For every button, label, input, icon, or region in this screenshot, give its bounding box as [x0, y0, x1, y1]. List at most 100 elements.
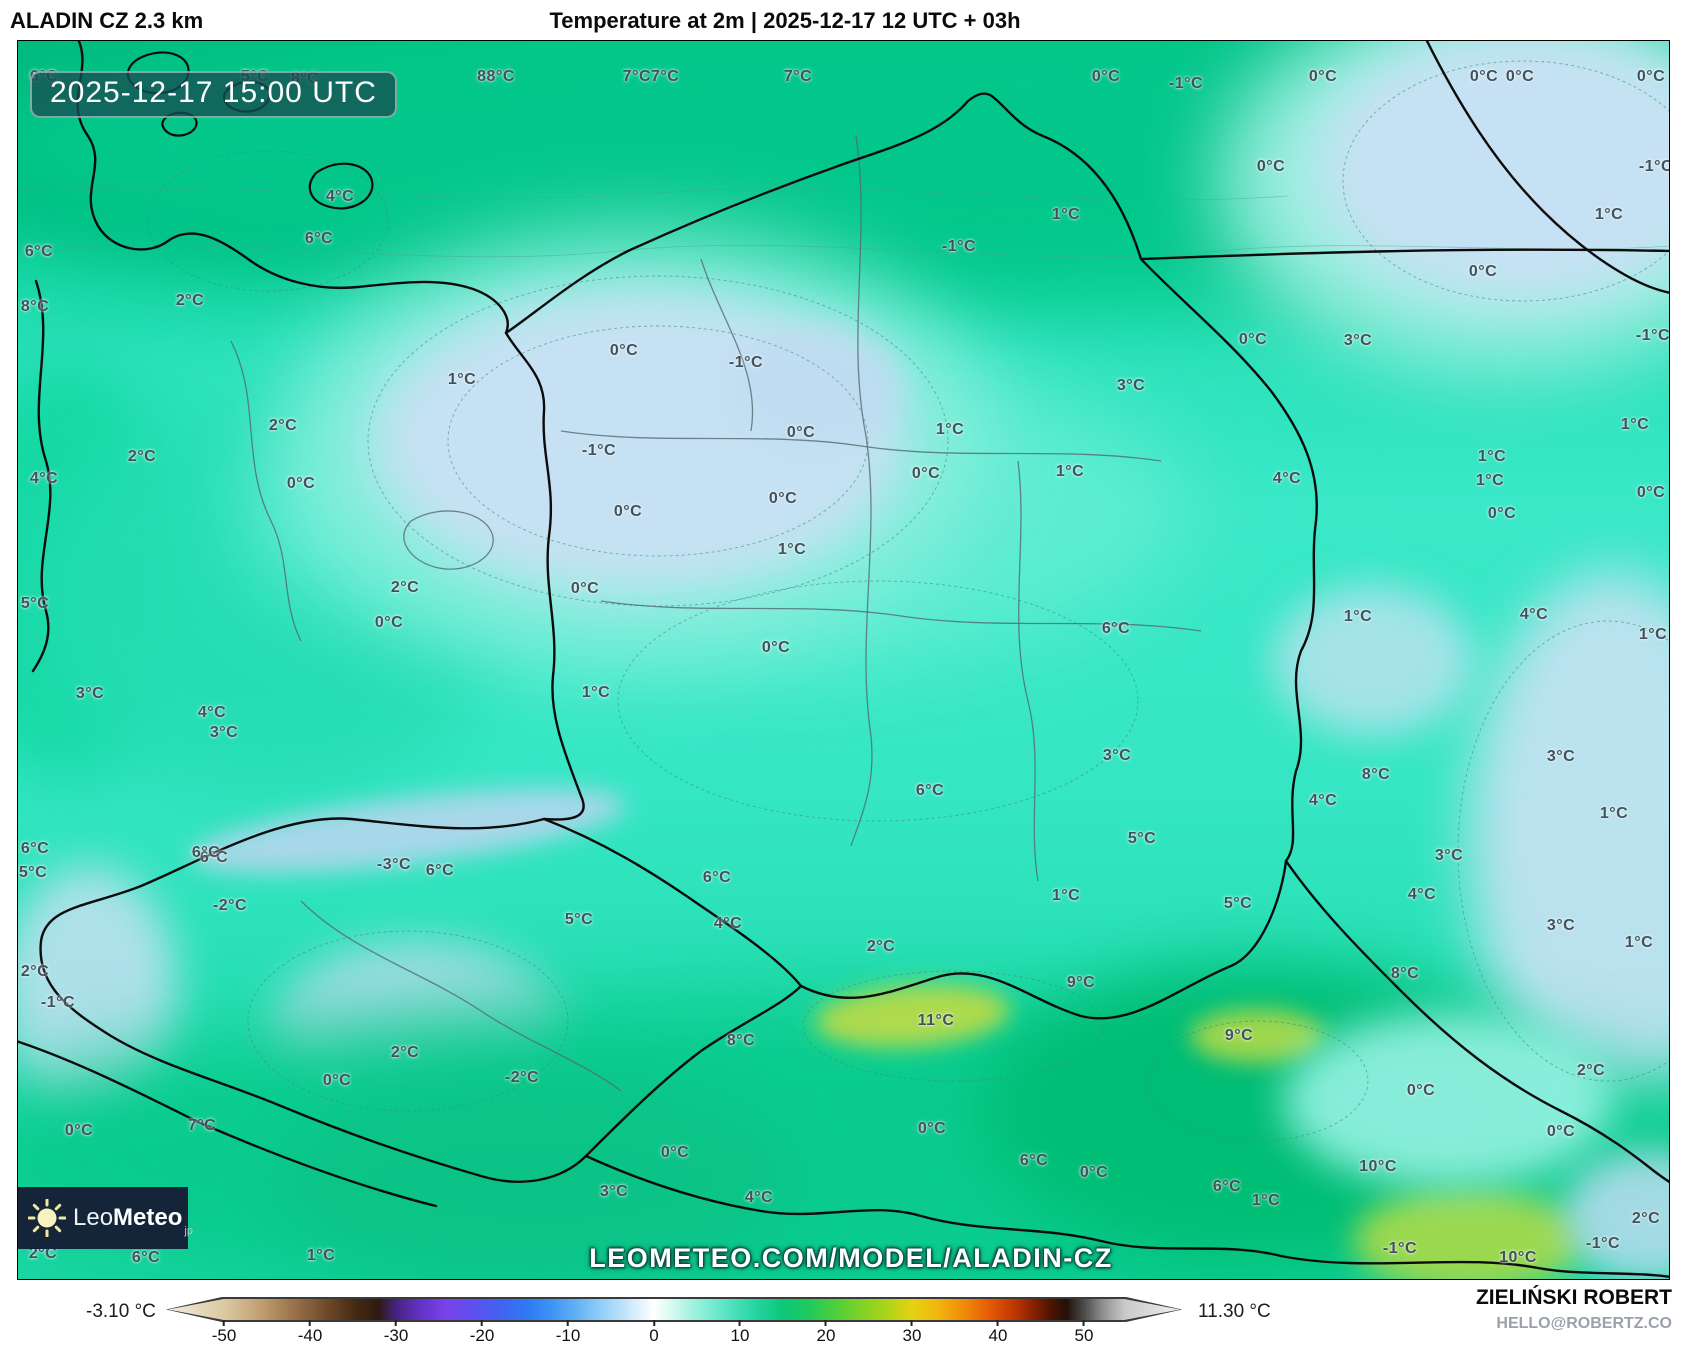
temp-label: 0°C [1238, 331, 1268, 348]
temp-label: 0°C [609, 342, 639, 359]
temp-label: 4°C [1407, 886, 1437, 903]
temp-label: 6°C [131, 1249, 161, 1266]
temp-label: -1°C [1638, 158, 1670, 175]
temp-label: 0°C [917, 1120, 947, 1137]
temp-label: 2°C [866, 938, 896, 955]
temp-label: 1°C [581, 684, 611, 701]
temp-label: 3°C [1343, 332, 1373, 349]
temp-field-blob [1283, 1013, 1613, 1188]
temp-label: 4°C [29, 470, 59, 487]
temp-label: 5°C [18, 864, 48, 881]
temp-field-blob [1318, 41, 1669, 301]
temp-label: 10°C [1359, 1158, 1397, 1175]
sun-icon [28, 1199, 66, 1237]
model-name: ALADIN CZ 2.3 km [10, 8, 204, 33]
temp-label: 6°C [915, 782, 945, 799]
country-borders [18, 41, 1669, 1278]
temp-label: 0°C [911, 465, 941, 482]
temp-label: 0°C [1505, 68, 1535, 85]
temp-label: 1°C [1477, 448, 1507, 465]
temp-label: 1°C [306, 1247, 336, 1264]
temp-label: 1°C [777, 541, 807, 558]
temp-label: 0°C [1636, 68, 1666, 85]
temp-label: 4°C [325, 188, 355, 205]
temp-label: 5°C [564, 911, 594, 928]
temp-label: 1°C [1051, 206, 1081, 223]
colorbar-tick: 10 [731, 1320, 749, 1346]
temp-label: -1°C [581, 442, 617, 459]
temp-label: 8°C [1390, 965, 1420, 982]
temp-label: 2°C [390, 579, 420, 596]
temp-label: 3°C [599, 1183, 629, 1200]
colorbar [168, 1299, 1180, 1320]
logo-suffix: jp [184, 1225, 193, 1237]
temp-label: 0°C [1406, 1082, 1436, 1099]
temp-label: 7°C7°C [622, 68, 680, 85]
page-title: Temperature at 2m | 2025-12-17 12 UTC + … [549, 8, 1021, 33]
colorbar-max-label: 11.30 °C [1198, 1301, 1271, 1322]
temp-label: 1°C [1624, 934, 1654, 951]
temp-label: 88°C [477, 68, 515, 85]
colorbar-tick: -40 [298, 1320, 322, 1346]
temp-label: 3°C [1102, 747, 1132, 764]
temp-label: -1°C [1585, 1235, 1621, 1252]
temp-label: 2°C [20, 963, 50, 980]
temp-label: 2°C [268, 417, 298, 434]
colorbar-tick: 0 [649, 1320, 659, 1346]
temp-label: 6°C [191, 844, 221, 861]
temp-label: 6°C [702, 869, 732, 886]
temp-label: 0°C [64, 1122, 94, 1139]
temp-label: 2°C [390, 1044, 420, 1061]
temp-label: 0°C [1636, 484, 1666, 501]
logo-brand-light: Leo [73, 1204, 114, 1231]
temp-label: 6°C [199, 849, 229, 866]
colorbar-tick: -50 [212, 1320, 236, 1346]
temp-label: 0°C [322, 1072, 352, 1089]
temp-label: 5°C [20, 595, 50, 612]
temp-label: 5°C [1223, 895, 1253, 912]
temp-label: 1°C [1594, 206, 1624, 223]
temp-label: 3°C [1546, 748, 1576, 765]
temp-label: -2°C [504, 1069, 540, 1086]
temp-label: 2°C [1576, 1062, 1606, 1079]
temp-label: 1°C [1343, 608, 1373, 625]
colorbar-tick: 30 [903, 1320, 921, 1346]
colorbar-tick: 50 [1075, 1320, 1093, 1346]
temp-label: 4°C [713, 915, 743, 932]
temp-label: 3°C [75, 685, 105, 702]
temp-label: 6°C [1019, 1152, 1049, 1169]
temp-label: 9°C [1066, 974, 1096, 991]
temp-label: 0°C [1256, 158, 1286, 175]
temp-label: 2°C [1631, 1210, 1661, 1227]
temp-label: 7°C [187, 1117, 217, 1134]
temp-label: 1°C [1638, 626, 1668, 643]
temp-label: 2°C [175, 292, 205, 309]
borders-layer [18, 41, 1669, 1278]
temp-label: 0°C [660, 1144, 690, 1161]
temp-label: -1°C [941, 238, 977, 255]
colorbar-tick: -20 [470, 1320, 494, 1346]
temp-label: 4°C [744, 1189, 774, 1206]
temp-label: 6°C [24, 243, 54, 260]
temp-label: 4°C [197, 704, 227, 721]
logo-brand-bold: Meteo [113, 1204, 183, 1231]
colorbar-min-label: -3.10 °C [86, 1301, 156, 1322]
colorbar-tick: 20 [817, 1320, 835, 1346]
temp-field-blob [1190, 1009, 1325, 1063]
temp-label: 0°C [768, 490, 798, 507]
temp-label: 1°C [1620, 416, 1650, 433]
temp-label: 2°C [127, 448, 157, 465]
temp-label: 1°C [1251, 1192, 1281, 1209]
temp-label: 6°C [1101, 620, 1131, 637]
temp-label: 3°C [1116, 377, 1146, 394]
temp-label: 1°C [447, 371, 477, 388]
temp-label: -1°C [40, 994, 76, 1011]
contour-lines [18, 60, 1669, 1142]
temp-label: 1°C [1599, 805, 1629, 822]
temp-label: -1°C [1382, 1240, 1418, 1257]
temp-label: -2°C [212, 897, 248, 914]
temp-label: 0°C [1091, 68, 1121, 85]
temp-label: -3°C [376, 856, 412, 873]
temp-label: 4°C [1272, 470, 1302, 487]
temp-label: 6°C [304, 230, 334, 247]
